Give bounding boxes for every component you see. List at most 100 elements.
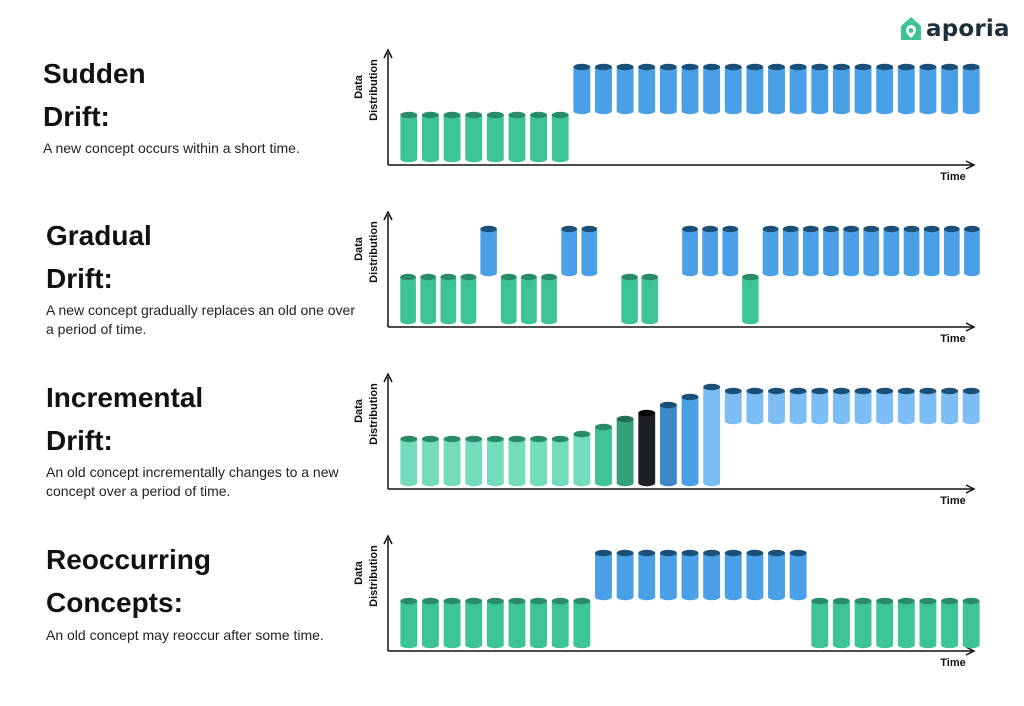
section-description: A new concept occurs within a short time… xyxy=(43,140,300,156)
section-title-incremental: Incremental Drift: xyxy=(46,376,366,462)
data-cylinder xyxy=(530,111,548,163)
data-cylinder xyxy=(595,549,612,601)
data-cylinder xyxy=(832,63,850,115)
data-cylinder xyxy=(768,549,785,601)
data-cylinder xyxy=(682,225,698,277)
y-axis-label-distribution: Distribution xyxy=(368,383,380,445)
brand-name: aporia xyxy=(926,16,1010,42)
aporia-logo-icon xyxy=(901,17,921,40)
y-axis-arrow xyxy=(383,210,393,221)
data-cylinder xyxy=(789,63,807,115)
data-cylinder xyxy=(551,435,569,487)
data-cylinder xyxy=(581,225,598,277)
data-cylinder xyxy=(659,63,677,115)
drift-diagram: Data Distribution Time xyxy=(353,210,980,345)
data-cylinder xyxy=(703,383,721,487)
section-description: An old concept may reoccur after some ti… xyxy=(46,627,324,643)
data-cylinder xyxy=(638,63,656,115)
data-cylinder xyxy=(500,273,517,325)
section-title-line2: Drift: xyxy=(46,425,113,456)
data-cylinder xyxy=(486,597,504,649)
data-cylinder xyxy=(762,225,779,277)
data-cylinder xyxy=(460,273,477,325)
data-cylinder xyxy=(941,63,958,115)
data-cylinder xyxy=(573,597,591,649)
data-cylinder xyxy=(854,387,872,425)
data-cylinder xyxy=(811,597,829,649)
data-cylinder xyxy=(616,549,634,601)
aporia-logo: aporia xyxy=(900,16,1010,42)
data-cylinder xyxy=(702,225,718,277)
section-title-sudden: Sudden Drift: xyxy=(43,52,363,138)
section-title-line2: Drift: xyxy=(46,263,113,294)
drift-chart-reoccurring: Data Distribution Time xyxy=(350,531,990,691)
data-cylinder xyxy=(480,225,497,277)
data-cylinder xyxy=(724,387,742,425)
data-cylinder xyxy=(722,225,739,277)
section-title-line1: Sudden xyxy=(43,58,146,89)
data-cylinder xyxy=(465,111,483,163)
drift-chart-incremental: Data Distribution Time xyxy=(350,369,990,529)
y-axis-label-data: Data xyxy=(353,398,365,423)
data-cylinder xyxy=(443,435,461,487)
data-cylinder xyxy=(768,63,785,115)
data-cylinder xyxy=(746,387,764,425)
data-cylinder xyxy=(703,549,721,601)
x-axis-label-time: Time xyxy=(940,171,965,183)
data-cylinder xyxy=(508,597,526,649)
drift-chart-sudden: Data Distribution Time xyxy=(350,45,990,205)
data-cylinder xyxy=(638,409,656,487)
data-cylinder xyxy=(508,111,526,163)
data-cylinder xyxy=(782,225,799,277)
x-axis-arrow xyxy=(965,484,976,494)
data-cylinder xyxy=(789,387,807,425)
data-cylinder xyxy=(681,63,699,115)
data-cylinder xyxy=(616,415,634,487)
y-axis-label-distribution: Distribution xyxy=(368,59,380,121)
data-cylinder xyxy=(465,435,483,487)
data-cylinder xyxy=(616,63,634,115)
data-cylinder xyxy=(681,549,699,601)
data-cylinder xyxy=(854,63,872,115)
section-title-line2: Drift: xyxy=(43,101,110,132)
data-cylinder xyxy=(823,225,839,277)
data-cylinder xyxy=(400,111,418,163)
data-cylinder xyxy=(724,549,742,601)
data-cylinder xyxy=(486,111,504,163)
section-title-line1: Reoccurring xyxy=(46,544,211,575)
data-cylinder xyxy=(854,597,872,649)
data-cylinder xyxy=(641,273,658,325)
y-axis-arrow xyxy=(383,534,393,545)
data-cylinder xyxy=(746,63,764,115)
data-cylinder xyxy=(595,423,612,487)
x-axis-arrow xyxy=(965,322,976,332)
data-cylinder xyxy=(422,435,439,487)
data-cylinder xyxy=(941,597,958,649)
drift-chart-gradual: Data Distribution Time xyxy=(350,207,990,367)
data-cylinder xyxy=(541,273,557,325)
data-cylinder xyxy=(746,549,764,601)
data-cylinder xyxy=(897,597,915,649)
data-cylinder xyxy=(943,225,960,277)
data-cylinder xyxy=(883,225,900,277)
section-title-gradual: Gradual Drift: xyxy=(46,214,366,300)
data-cylinder xyxy=(876,63,894,115)
data-cylinder xyxy=(573,430,591,487)
data-cylinder xyxy=(789,549,807,601)
data-cylinder xyxy=(621,273,638,325)
data-cylinder xyxy=(681,393,699,487)
data-cylinder xyxy=(897,387,915,425)
data-cylinder xyxy=(903,225,920,277)
data-cylinder xyxy=(595,63,612,115)
data-cylinder xyxy=(962,63,980,115)
data-cylinder xyxy=(422,111,439,163)
y-axis-label-distribution: Distribution xyxy=(368,221,380,283)
data-cylinder xyxy=(530,597,548,649)
section-title-line2: Concepts: xyxy=(46,587,183,618)
data-cylinder xyxy=(768,387,785,425)
data-cylinder xyxy=(440,273,457,325)
data-cylinder xyxy=(659,401,677,487)
data-cylinder xyxy=(551,597,569,649)
section-title-reoccurring: Reoccurring Concepts: xyxy=(46,538,366,624)
data-cylinder xyxy=(724,63,742,115)
